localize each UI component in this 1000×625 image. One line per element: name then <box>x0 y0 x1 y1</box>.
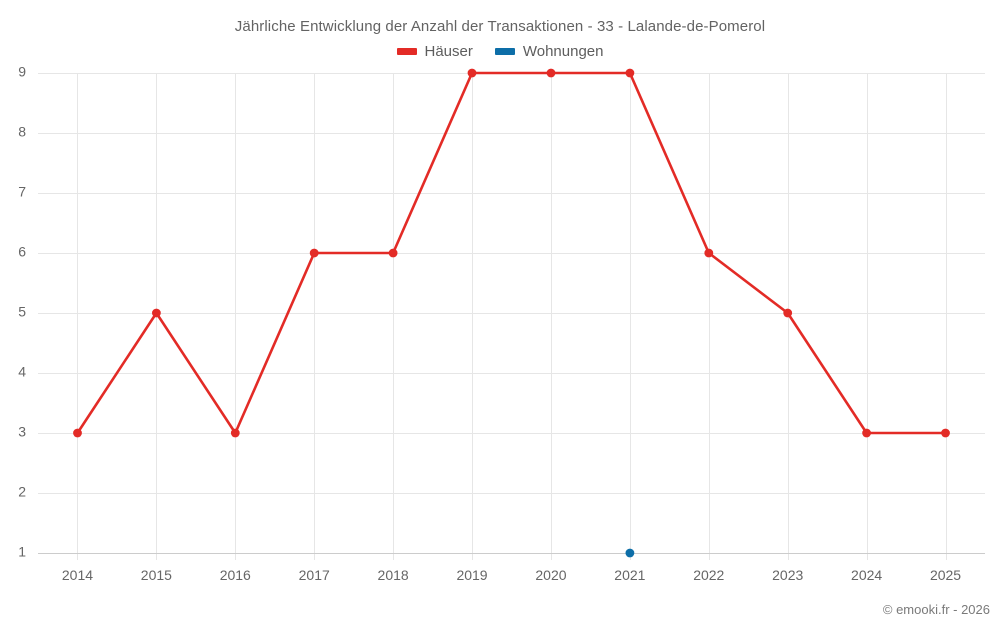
y-tick-label: 4 <box>18 364 26 380</box>
data-point[interactable] <box>704 248 714 258</box>
legend-item-wohnungen[interactable]: Wohnungen <box>494 43 604 60</box>
y-tick-label: 7 <box>18 184 26 200</box>
legend-swatch-hauser <box>396 48 417 55</box>
series-line <box>76 71 947 435</box>
series-hauser <box>73 68 950 438</box>
data-point[interactable] <box>309 248 319 258</box>
y-tick-label: 2 <box>18 484 26 500</box>
x-tick-label: 2023 <box>772 567 803 583</box>
y-tick-label: 9 <box>18 64 26 80</box>
y-tick-label: 5 <box>18 304 26 320</box>
x-tick-label: 2018 <box>378 567 409 583</box>
legend-label-wohnungen: Wohnungen <box>522 43 604 60</box>
x-tick-label: 2014 <box>62 567 93 583</box>
data-point[interactable] <box>73 428 82 438</box>
data-point[interactable] <box>388 248 398 258</box>
x-tick-label: 2015 <box>141 567 172 583</box>
series-layer <box>73 68 950 558</box>
data-point[interactable] <box>625 68 635 78</box>
x-tick-label: 2017 <box>299 567 330 583</box>
data-point[interactable] <box>546 68 556 78</box>
x-tick-label: 2025 <box>930 567 961 583</box>
x-tick-label: 2021 <box>614 567 645 583</box>
x-tick-label: 2016 <box>220 567 251 583</box>
y-axis-tick-labels: 1 2 3 4 5 6 7 8 9 <box>18 64 26 560</box>
x-tick-label: 2024 <box>851 567 882 583</box>
credit-text: © emooki.fr - 2026 <box>882 602 990 617</box>
y-tick-label: 1 <box>18 544 26 560</box>
data-point[interactable] <box>152 308 161 318</box>
legend-label-hauser: Häuser <box>424 43 473 60</box>
x-axis-tick-labels: 2014 2015 2016 2017 2018 2019 2020 2021 2022 2023… <box>62 567 961 583</box>
data-point[interactable] <box>625 548 635 558</box>
data-point[interactable] <box>941 428 950 438</box>
chart-legend: Häuser Wohnungen <box>0 43 1000 60</box>
data-point[interactable] <box>783 308 793 318</box>
y-tick-label: 8 <box>18 124 26 140</box>
legend-item-hauser[interactable]: Häuser <box>396 43 473 60</box>
x-tick-label: 2022 <box>693 567 724 583</box>
chart-title: Jährliche Entwicklung der Anzahl der Tra… <box>234 18 766 35</box>
y-tick-label: 6 <box>18 244 26 260</box>
grid-layer <box>38 73 985 560</box>
data-point[interactable] <box>230 428 240 438</box>
y-tick-label: 3 <box>18 424 26 440</box>
x-tick-label: 2019 <box>456 567 487 583</box>
data-point[interactable] <box>467 68 477 78</box>
series-wohnungen <box>625 548 635 558</box>
legend-swatch-wohnungen <box>494 48 515 55</box>
data-point[interactable] <box>862 428 871 438</box>
x-tick-label: 2020 <box>535 567 566 583</box>
